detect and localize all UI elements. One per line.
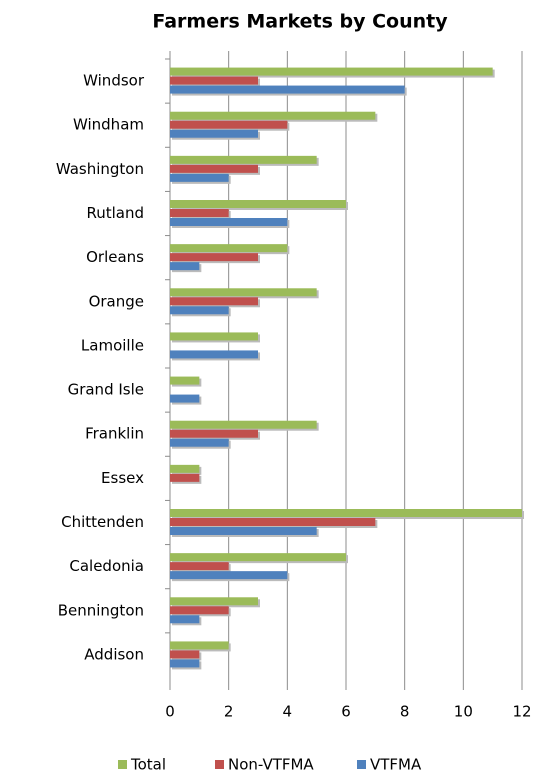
bar <box>170 606 229 615</box>
y-tick-label: Windsor <box>83 72 145 90</box>
bar <box>170 218 288 226</box>
legend-label: VTFMA <box>370 756 422 774</box>
bar <box>170 464 200 473</box>
bar <box>170 288 317 297</box>
x-tick-label: 4 <box>283 703 293 721</box>
bar <box>170 350 258 359</box>
chart-title: Farmers Markets by County <box>152 11 448 33</box>
legend-label: Non-VTFMA <box>228 756 314 774</box>
bar <box>170 85 405 94</box>
bar <box>170 429 258 438</box>
y-tick-label: Grand Isle <box>68 381 144 399</box>
x-tick-label: 8 <box>400 703 410 721</box>
bar <box>170 209 229 217</box>
bar <box>170 297 258 306</box>
bar <box>170 553 346 562</box>
legend-label: Total <box>130 756 166 774</box>
y-tick-label: Bennington <box>58 601 144 619</box>
bar <box>170 571 288 580</box>
y-tick-label: Orange <box>89 292 144 310</box>
legend-swatch <box>215 760 224 769</box>
bar <box>170 650 200 659</box>
y-tick-label: Windham <box>73 116 144 134</box>
bar <box>170 473 200 482</box>
bar <box>170 306 229 315</box>
bar <box>170 394 200 403</box>
y-tick-label: Orleans <box>86 248 144 266</box>
bar <box>170 659 200 668</box>
bar <box>170 155 317 164</box>
bar <box>170 420 317 429</box>
bar <box>170 173 229 182</box>
bar <box>170 253 258 262</box>
y-tick-label: Franklin <box>85 425 144 443</box>
legend-swatch <box>118 760 127 769</box>
bar <box>170 527 317 535</box>
bar <box>170 509 522 517</box>
bar <box>170 438 229 447</box>
bar <box>170 615 200 624</box>
bar <box>170 200 346 208</box>
bar <box>170 129 258 138</box>
bar <box>170 518 376 526</box>
y-tick-label: Washington <box>56 160 144 178</box>
x-tick-label: 10 <box>454 703 473 721</box>
bar <box>170 332 258 341</box>
bar <box>170 111 376 120</box>
legend-swatch <box>357 760 366 769</box>
y-tick-label: Chittenden <box>61 513 144 531</box>
bar <box>170 376 200 385</box>
y-tick-label: Addison <box>84 645 144 663</box>
y-tick-label: Caledonia <box>69 557 144 575</box>
bar <box>170 262 200 271</box>
bar <box>170 120 288 129</box>
bar <box>170 67 493 76</box>
bar <box>170 597 258 606</box>
y-tick-label: Rutland <box>86 204 144 222</box>
y-tick-label: Lamoille <box>81 336 144 354</box>
bar <box>170 76 258 85</box>
bar <box>170 562 229 571</box>
bar <box>170 641 229 650</box>
bar <box>170 164 258 173</box>
x-tick-label: 12 <box>512 703 531 721</box>
bar <box>170 244 288 253</box>
x-tick-label: 0 <box>165 703 175 721</box>
x-tick-label: 6 <box>341 703 351 721</box>
x-tick-label: 2 <box>224 703 234 721</box>
y-tick-label: Essex <box>101 469 144 487</box>
